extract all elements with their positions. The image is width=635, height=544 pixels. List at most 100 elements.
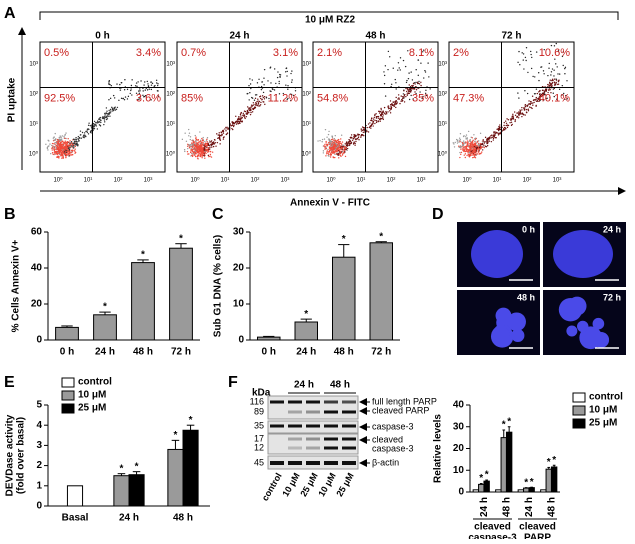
event-dot — [341, 148, 343, 151]
event-dot — [528, 100, 530, 102]
event-dot — [543, 90, 545, 92]
event-dot — [374, 113, 376, 116]
event-dot — [408, 72, 410, 74]
x-tick-label: 10² — [251, 178, 260, 184]
blot-band — [342, 424, 356, 428]
significance: * — [141, 250, 145, 261]
y-tick-label: 20 — [233, 263, 245, 274]
event-dot — [197, 142, 199, 145]
event-dot — [354, 144, 356, 146]
event-dot — [553, 95, 555, 98]
event-dot — [358, 139, 360, 141]
legend-swatch — [61, 390, 75, 401]
apoptotic-body — [511, 328, 525, 343]
y-tick-label: 3 — [36, 440, 42, 451]
event-dot — [248, 111, 250, 114]
event-dot — [255, 104, 257, 107]
blot-unit: kDa — [252, 388, 271, 399]
event-dot — [220, 131, 222, 133]
event-dot — [331, 145, 334, 147]
event-dot — [62, 155, 64, 158]
blot-band — [288, 461, 302, 465]
event-dot — [54, 151, 56, 153]
event-dot — [105, 107, 108, 109]
event-dot — [521, 115, 523, 118]
event-dot — [78, 140, 80, 142]
y-tick-label: 10⁰ — [166, 151, 176, 158]
significance: * — [179, 233, 183, 244]
event-dot — [206, 149, 209, 151]
event-dot — [65, 156, 67, 159]
event-dot — [486, 137, 489, 140]
event-dot — [57, 156, 60, 158]
event-dot — [337, 138, 340, 141]
event-dot — [54, 148, 56, 150]
event-dot — [507, 119, 510, 121]
event-dot — [394, 100, 397, 103]
event-dot — [382, 118, 385, 121]
event-dot — [191, 152, 193, 155]
event-dot — [459, 132, 462, 135]
event-dot — [282, 92, 285, 95]
event-dot — [403, 97, 405, 99]
event-dot — [370, 125, 372, 127]
event-dot — [236, 122, 239, 124]
event-dot — [291, 70, 293, 72]
event-dot — [341, 154, 344, 156]
event-dot — [155, 79, 158, 81]
event-dot — [566, 98, 568, 100]
event-dot — [421, 97, 423, 100]
event-dot — [429, 88, 431, 90]
event-dot — [286, 70, 288, 73]
flow-x-label: Annexin V - FITC — [290, 198, 370, 209]
event-dot — [90, 124, 93, 126]
event-dot — [553, 84, 556, 86]
event-dot — [203, 152, 205, 154]
event-dot — [532, 102, 534, 104]
event-dot — [420, 81, 422, 84]
event-dot — [558, 88, 561, 91]
event-dot — [206, 151, 209, 153]
event-dot — [52, 137, 55, 139]
event-dot — [502, 129, 504, 131]
event-dot — [259, 104, 262, 106]
event-dot — [90, 130, 92, 133]
event-dot — [389, 107, 391, 109]
event-dot — [96, 128, 99, 130]
event-dot — [104, 114, 106, 116]
event-dot — [46, 146, 49, 149]
event-dot — [54, 143, 56, 146]
event-dot — [346, 149, 348, 152]
event-dot — [397, 94, 400, 96]
event-dot — [334, 145, 336, 148]
event-dot — [415, 81, 417, 84]
event-dot — [390, 105, 392, 108]
plot-time: 24 h — [229, 31, 249, 42]
event-dot — [209, 141, 211, 143]
event-dot — [465, 146, 467, 149]
y-tick-label: 10⁰ — [302, 151, 312, 158]
band-label: β-actin — [372, 457, 399, 467]
event-dot — [103, 116, 105, 118]
event-dot — [201, 147, 204, 149]
event-dot — [326, 144, 329, 146]
event-dot — [402, 95, 404, 98]
event-dot — [248, 107, 250, 109]
event-dot — [66, 146, 68, 148]
bar — [550, 466, 558, 493]
event-dot — [546, 97, 548, 99]
event-dot — [409, 90, 411, 93]
blot-band — [306, 410, 320, 414]
event-dot — [85, 130, 87, 133]
event-dot — [194, 141, 196, 143]
event-dot — [263, 96, 266, 98]
event-dot — [328, 130, 330, 133]
event-dot — [285, 84, 287, 86]
event-dot — [113, 106, 116, 109]
event-dot — [344, 155, 347, 158]
event-dot — [269, 90, 271, 92]
event-dot — [554, 58, 556, 60]
event-dot — [53, 136, 55, 138]
event-dot — [551, 68, 554, 70]
event-dot — [557, 50, 560, 52]
